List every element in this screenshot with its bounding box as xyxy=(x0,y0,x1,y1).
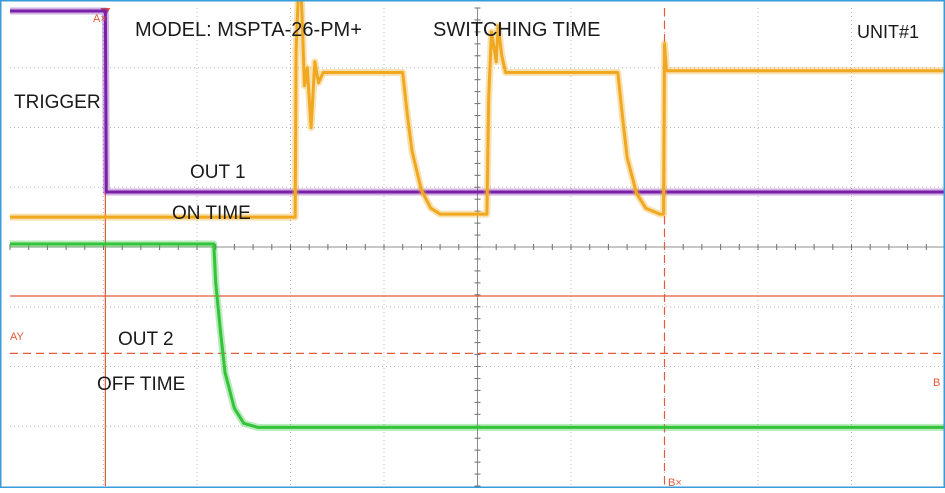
cursor-bx-label: B× xyxy=(668,477,682,488)
trigger-trace xyxy=(10,9,945,194)
out2-annotation: OUT 2 xyxy=(118,329,174,350)
out2-trace xyxy=(10,242,945,429)
graticule xyxy=(9,7,945,487)
off-time-annotation: OFF TIME xyxy=(97,374,185,395)
on-time-annotation: ON TIME xyxy=(172,203,251,224)
out1-annotation: OUT 1 xyxy=(190,162,246,183)
model-label: MODEL: MSPTA-26-PM+ xyxy=(135,19,362,41)
cursor-ax-label: A× xyxy=(93,13,107,25)
traces xyxy=(10,0,945,431)
chart-title: SWITCHING TIME xyxy=(433,19,600,41)
cursor-ay-label: AY xyxy=(10,331,25,343)
trigger-annotation: TRIGGER xyxy=(14,92,101,113)
out1-trace xyxy=(10,0,945,219)
cursor-by-label: B xyxy=(933,377,940,389)
unit-label: UNIT#1 xyxy=(857,22,919,42)
